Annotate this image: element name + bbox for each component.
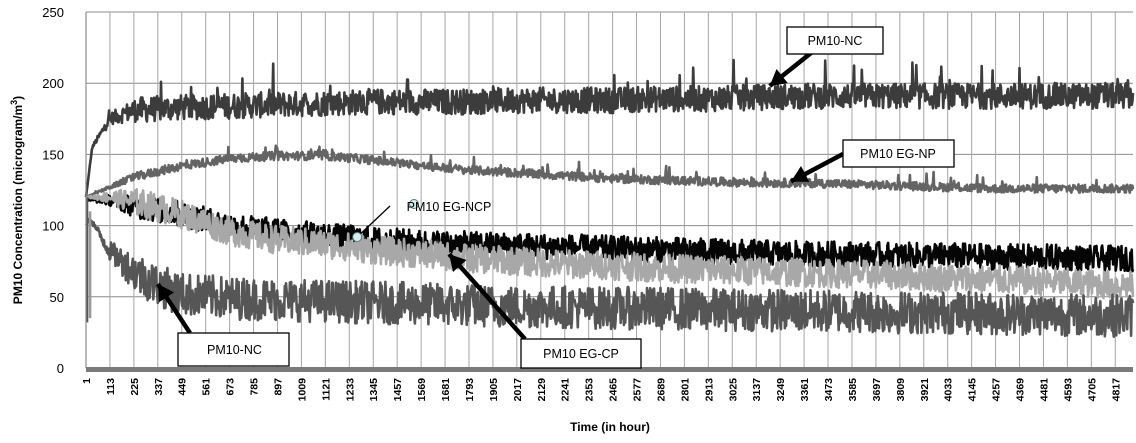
x-tick-label: 561	[201, 378, 213, 396]
x-tick-label: 1457	[392, 378, 404, 402]
annotation-label: PM10 EG-CP	[543, 347, 619, 361]
x-tick-label: 113	[105, 378, 117, 395]
series-2	[85, 144, 1135, 199]
x-axis-line	[86, 367, 1133, 372]
x-tick-label: 2689	[655, 378, 667, 402]
x-tick-label: 2241	[560, 378, 572, 402]
x-tick-label: 225	[129, 378, 141, 396]
series-layer	[84, 58, 1135, 339]
y-tick-label: 200	[42, 76, 64, 91]
y-tick-label: 100	[42, 219, 64, 234]
x-tick-label: 4705	[1086, 378, 1098, 402]
y-tick-label: 50	[50, 290, 64, 305]
series-line	[85, 144, 1135, 199]
series-4	[85, 188, 1135, 300]
x-tick-label: 897	[272, 378, 284, 396]
annotation-box	[842, 139, 955, 168]
x-tick-label: 1681	[440, 378, 452, 402]
x-tick-label: 2577	[632, 378, 644, 402]
x-axis-label: Time (in hour)	[570, 420, 650, 434]
annotation-arrow-shaft	[447, 252, 527, 341]
x-tick-label: 1	[81, 378, 93, 384]
x-tick-label: 3249	[775, 378, 787, 402]
x-tick-label: 2129	[536, 378, 548, 402]
annotation-box	[177, 332, 290, 367]
x-tick-label: 3921	[919, 378, 931, 402]
annotation-1: PM10-NC	[768, 26, 884, 88]
series-line	[85, 188, 1135, 300]
annotation-arrow-head	[157, 283, 175, 303]
x-tick-label: 785	[249, 378, 261, 396]
y-tick-label: 0	[57, 361, 64, 376]
series-5	[84, 217, 1135, 339]
x-tick-label: 1793	[464, 378, 476, 402]
annotation-dot	[352, 231, 363, 242]
axes: 0 50 100 150 200 250 1 113 225 337 449 561 673 785 897…	[42, 5, 1133, 401]
x-tick-label: 1121	[320, 378, 332, 401]
x-tick-label: 2017	[512, 378, 524, 402]
x-tick-label: 4593	[1062, 378, 1074, 402]
x-tick-label: 3585	[847, 378, 859, 402]
x-tick-label: 337	[153, 378, 165, 396]
annotation-label: PM10-NC	[207, 343, 262, 357]
y-axis-label: PM10 Concentration (microgram/m3)	[9, 96, 25, 304]
series-line	[84, 217, 1135, 339]
annotation-label: PM10 EG-NP	[860, 147, 936, 161]
annotation-5: PM10 EG-CP	[447, 252, 642, 369]
annotation-2: PM10 EG-NP	[790, 139, 955, 184]
x-tick-label: 2913	[703, 378, 715, 402]
annotation-3: PM10 EG-NCP	[352, 199, 492, 242]
y-tick-label: 150	[42, 147, 64, 162]
x-tick-label: 3025	[727, 378, 739, 402]
annotation-dot	[409, 199, 419, 209]
x-tick-label: 2353	[584, 378, 596, 402]
x-tick-label: 1009	[296, 378, 308, 402]
annotation-4: PM10-NC	[155, 282, 290, 367]
y-tick-label: 250	[42, 5, 64, 20]
x-tick-label: 1345	[368, 378, 380, 402]
annotations: PM10-NC PM10 EG-NP PM10 EG-NCP PM10-NC PM10 …	[155, 26, 955, 369]
annotation-arrow-head	[449, 254, 467, 273]
x-tick-label: 3697	[871, 378, 883, 402]
x-tick-label: 1233	[344, 378, 356, 402]
x-tick-label: 4145	[967, 378, 979, 402]
annotation-box	[786, 26, 884, 55]
annotation-connector	[356, 205, 391, 238]
annotation-arrow-head	[769, 69, 788, 87]
x-tick-label: 3361	[799, 378, 811, 402]
annotation-box	[520, 338, 642, 369]
series-1	[84, 58, 1135, 198]
x-tick-label: 4817	[1110, 378, 1122, 402]
x-tick-label: 2465	[608, 378, 620, 402]
x-tick-label: 3809	[895, 378, 907, 402]
annotation-label: PM10-NC	[808, 34, 863, 48]
x-tick-label: 449	[177, 378, 189, 396]
x-tick-label: 4481	[1038, 378, 1050, 402]
x-tick-label: 3473	[823, 378, 835, 402]
x-tick-label: 2801	[679, 378, 691, 402]
x-tick-label: 1569	[416, 378, 428, 402]
x-tick-label: 4033	[943, 378, 955, 402]
x-tick-label: 4369	[1015, 378, 1027, 402]
x-tick-label: 4257	[991, 378, 1003, 402]
x-tick-label: 3137	[751, 378, 763, 402]
series-line	[84, 58, 1135, 198]
x-tick-label: 1905	[488, 378, 500, 402]
annotation-arrow-head	[791, 166, 810, 182]
annotation-label: PM10 EG-NCP	[407, 200, 492, 214]
x-tick-label: 673	[225, 378, 237, 396]
